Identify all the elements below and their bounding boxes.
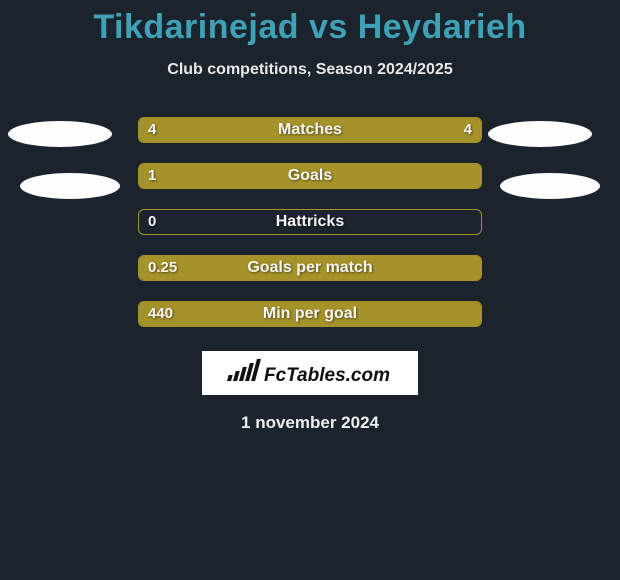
logo-text: FcTables.com (264, 365, 390, 387)
bar-left-fill (139, 164, 481, 188)
season-subtitle: Club competitions, Season 2024/2025 (0, 61, 620, 79)
stat-row: Goals per match0.25 (0, 245, 620, 291)
stat-row: Hattricks0 (0, 199, 620, 245)
bar-track (138, 163, 482, 189)
logo-bars-icon (227, 359, 261, 381)
bar-track (138, 117, 482, 143)
bars-layer: Matches44Goals1Hattricks0Goals per match… (0, 107, 620, 337)
bar-left-fill (139, 302, 481, 326)
comparison-stage: Matches44Goals1Hattricks0Goals per match… (0, 107, 620, 337)
page-title: Tikdarinejad vs Heydarieh (0, 0, 620, 47)
logo-bar (227, 375, 233, 381)
bar-left-fill (139, 118, 310, 142)
fctables-logo[interactable]: FcTables.com (202, 351, 418, 395)
bar-track (138, 255, 482, 281)
bar-track (138, 301, 482, 327)
logo-inner: FcTables.com (230, 359, 390, 387)
bar-left-fill (139, 256, 481, 280)
stat-row: Matches44 (0, 107, 620, 153)
stat-row: Goals1 (0, 153, 620, 199)
bar-right-fill (310, 118, 481, 142)
update-date: 1 november 2024 (0, 413, 620, 433)
bar-track (138, 209, 482, 235)
stat-row: Min per goal440 (0, 291, 620, 337)
